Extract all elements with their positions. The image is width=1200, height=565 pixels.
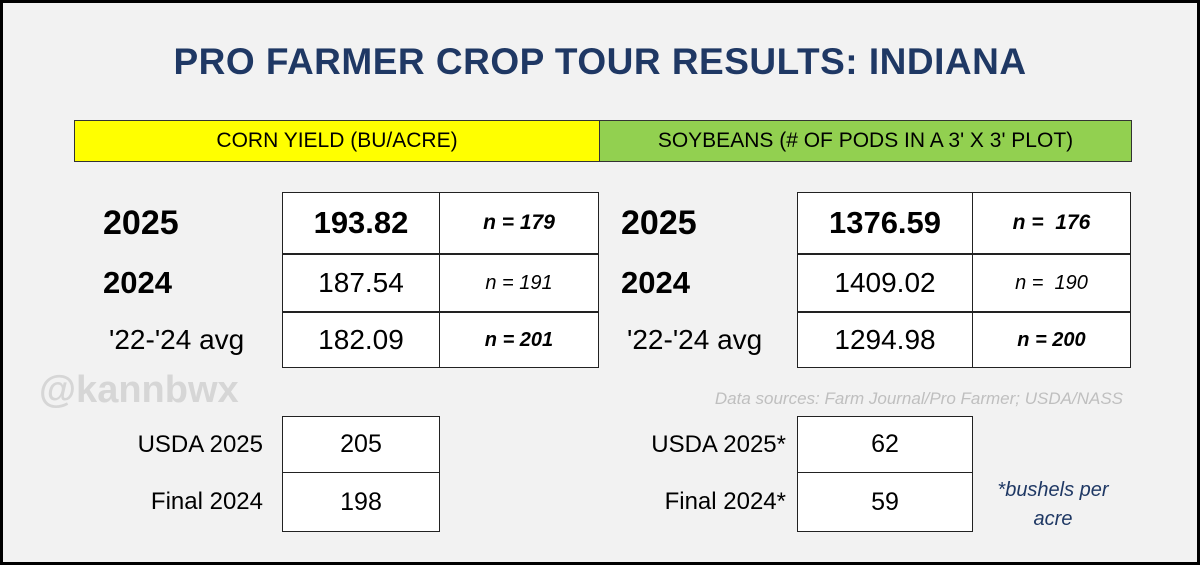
row-label: 2025 — [103, 203, 179, 242]
usda-label: USDA 2025 — [137, 430, 263, 458]
count-cell: n = 179 — [439, 192, 599, 254]
value-cell: 1409.02 — [797, 254, 973, 312]
title: PRO FARMER CROP TOUR RESULTS: INDIANA — [173, 41, 1027, 82]
footnote: *bushels per acre — [997, 479, 1109, 530]
usda-value: 198 — [282, 472, 440, 532]
count-cell: n = 200 — [972, 312, 1131, 368]
count-cell: n = 201 — [439, 312, 599, 368]
count-cell: n = 190 — [972, 254, 1131, 312]
value-cell: 193.82 — [282, 192, 440, 254]
value-cell: 187.54 — [282, 254, 440, 312]
usda-value: 205 — [282, 416, 440, 473]
usda-value: 62 — [797, 416, 973, 473]
value-cell: 1294.98 — [797, 312, 973, 368]
row-label: '22-'24 avg — [109, 324, 245, 355]
value-cell: 1376.59 — [797, 192, 973, 254]
source-note: Data sources: Farm Journal/Pro Farmer; U… — [714, 389, 1123, 408]
row-label: 2024 — [621, 265, 690, 300]
watermark: @kannbwx — [39, 369, 239, 411]
usda-label: Final 2024* — [664, 488, 786, 515]
usda-value: 59 — [797, 472, 973, 532]
row-label: '22-'24 avg — [627, 324, 763, 355]
usda-label: Final 2024 — [150, 488, 263, 515]
corn-header: CORN YIELD (BU/ACRE) — [74, 120, 600, 162]
usda-label: USDA 2025* — [651, 430, 786, 458]
count-cell: n = 191 — [439, 254, 599, 312]
row-label: 2024 — [103, 265, 172, 300]
row-label: 2025 — [621, 203, 697, 242]
soy-header: SOYBEANS (# OF PODS IN A 3' X 3' PLOT) — [599, 120, 1132, 162]
value-cell: 182.09 — [282, 312, 440, 368]
count-cell: n = 176 — [972, 192, 1131, 254]
